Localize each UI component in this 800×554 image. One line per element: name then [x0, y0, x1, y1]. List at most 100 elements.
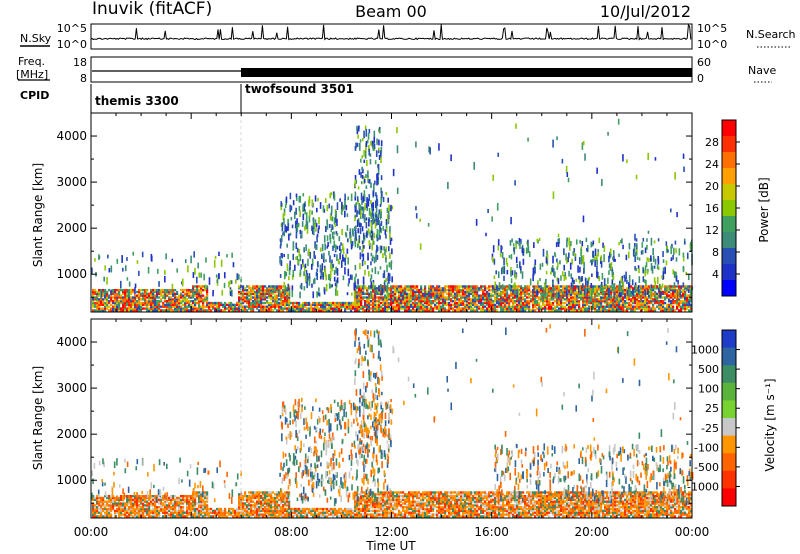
scatter-cell — [682, 296, 685, 299]
colorbar-tick-label: 16 — [705, 202, 719, 215]
scatter-cell — [326, 219, 328, 225]
scatter-cell — [608, 255, 610, 263]
scatter-cell — [165, 253, 167, 260]
scatter-cell — [114, 301, 117, 305]
scatter-cell — [384, 300, 387, 303]
scatter-cell — [664, 309, 667, 312]
scatter-cell — [100, 502, 103, 505]
scatter-cell — [252, 285, 255, 288]
scatter-cell — [298, 195, 301, 203]
scatter-cell — [104, 292, 107, 295]
scatter-cell — [124, 290, 127, 294]
scatter-cell — [690, 309, 693, 312]
scatter-cell — [176, 502, 179, 505]
scatter-cell — [172, 298, 175, 301]
scatter-cell — [158, 303, 161, 307]
scatter-cell — [314, 223, 316, 227]
scatter-cell — [432, 301, 435, 305]
scatter-cell — [404, 300, 407, 303]
scatter-cell — [138, 309, 141, 312]
scatter-cell — [518, 296, 521, 299]
scatter-cell — [414, 292, 417, 295]
scatter-cell — [174, 506, 177, 509]
scatter-cell — [198, 309, 201, 312]
scatter-cell — [118, 290, 121, 294]
scatter-cell — [554, 292, 557, 295]
scatter-cell — [576, 300, 579, 303]
scatter-cell — [678, 294, 681, 297]
scatter-cell — [118, 506, 121, 509]
scatter-cell — [602, 296, 605, 299]
scatter-cell — [522, 307, 525, 310]
scatter-cell — [410, 300, 413, 303]
scatter-cell — [154, 515, 157, 518]
scatter-cell — [372, 203, 375, 212]
scatter-cell — [662, 267, 665, 274]
scatter-cell — [596, 292, 599, 295]
scatter-cell — [422, 288, 425, 292]
scatter-cell — [493, 258, 496, 265]
scatter-cell — [504, 298, 507, 301]
scatter-cell — [470, 303, 473, 307]
scatter-cell — [356, 243, 359, 249]
scatter-cell — [548, 300, 551, 303]
scatter-cell — [110, 496, 113, 500]
scatter-cell — [354, 237, 356, 244]
scatter-cell — [176, 500, 179, 503]
scatter-cell — [112, 506, 115, 509]
colorbar-swatch — [722, 248, 736, 265]
scatter-cell — [128, 513, 131, 516]
scatter-cell — [376, 254, 379, 260]
scatter-cell — [424, 309, 427, 312]
scatter-cell — [550, 307, 553, 310]
scatter-cell — [184, 294, 187, 297]
scatter-cell — [626, 298, 629, 301]
scatter-cell — [329, 223, 331, 229]
scatter-cell — [354, 204, 356, 208]
scatter-cell — [440, 290, 443, 294]
scatter-cell — [94, 298, 97, 301]
scatter-cell — [154, 509, 157, 513]
scatter-cell — [156, 513, 159, 516]
scatter-cell — [316, 301, 319, 305]
scatter-cell — [538, 296, 541, 299]
scatter-cell — [364, 292, 367, 295]
scatter-cell — [526, 300, 529, 303]
scatter-cell — [432, 300, 435, 303]
scatter-cell — [365, 204, 368, 209]
scatter-cell — [520, 292, 523, 295]
scatter-cell — [625, 271, 627, 280]
scatter-cell — [186, 498, 189, 501]
scatter-cell — [512, 288, 515, 292]
scatter-cell — [148, 507, 151, 511]
scatter-cell — [632, 290, 635, 297]
scatter-cell — [600, 309, 603, 312]
scatter-cell — [180, 307, 183, 310]
scatter-cell — [476, 298, 479, 301]
scatter-cell — [146, 294, 149, 297]
scatter-cell — [418, 300, 421, 303]
scatter-cell — [262, 285, 265, 288]
scatter-cell — [534, 298, 537, 301]
scatter-cell — [533, 264, 536, 269]
scatter-cell — [206, 301, 209, 305]
scatter-cell — [484, 294, 487, 297]
scatter-cell — [298, 309, 301, 312]
scatter-cell — [632, 300, 635, 303]
scatter-cell — [364, 305, 367, 308]
scatter-cell — [144, 296, 147, 299]
scatter-cell — [112, 502, 115, 505]
scatter-cell — [200, 309, 203, 312]
scatter-cell — [388, 303, 391, 307]
scatter-cell — [156, 292, 159, 295]
scatter-cell — [348, 307, 351, 310]
scatter-cell — [152, 509, 155, 513]
scatter-cell — [270, 287, 273, 290]
scatter-cell — [640, 285, 643, 288]
scatter-cell — [350, 292, 353, 296]
scatter-cell — [638, 257, 641, 261]
scatter-cell — [637, 288, 640, 293]
scatter-cell — [672, 301, 675, 305]
scatter-cell — [670, 303, 673, 307]
